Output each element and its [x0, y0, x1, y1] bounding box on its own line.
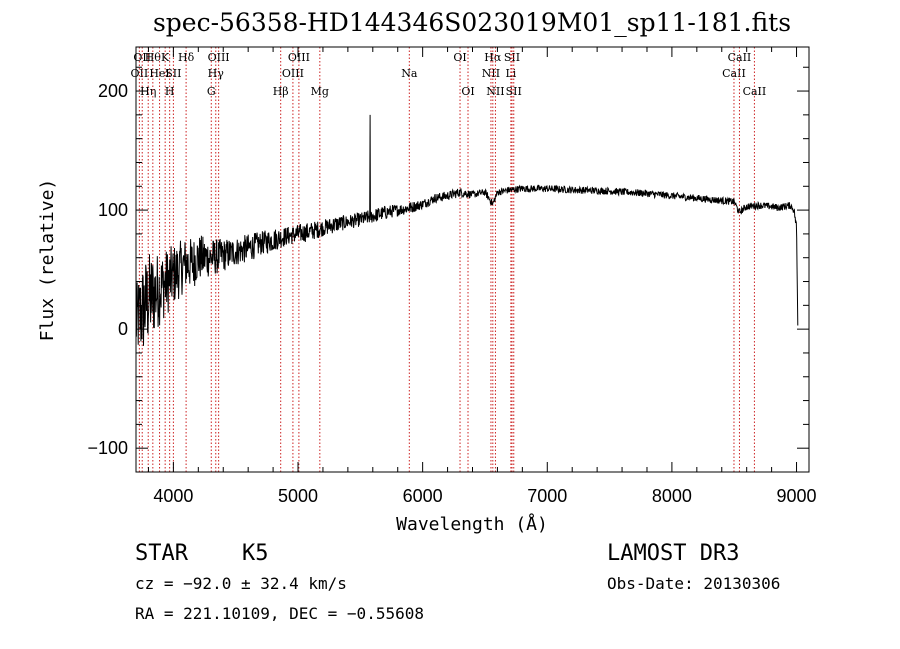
line-marker-label: NII — [486, 85, 504, 98]
line-marker-label: Hθ — [145, 51, 162, 64]
redshift-text: cz = −92.0 ± 32.4 km/s — [135, 574, 347, 593]
line-marker-label: Hη — [140, 85, 156, 98]
y-tick-label: 200 — [98, 81, 128, 101]
y-tick-label: 100 — [98, 200, 128, 220]
x-tick-label: 8000 — [652, 486, 692, 506]
line-marker-label: Hγ — [208, 67, 225, 80]
y-axis: −100 0 100 200 — [87, 66, 809, 458]
x-tick-label: 9000 — [777, 486, 817, 506]
obs-date: Obs-Date: 20130306 — [607, 574, 780, 593]
line-marker-label: Hα — [484, 51, 502, 64]
line-marker-label: OIII — [282, 67, 304, 80]
line-marker-label: K — [161, 51, 170, 64]
line-marker-label: SII — [504, 51, 520, 64]
line-marker-label: Hβ — [273, 85, 289, 98]
spectrum-line — [135, 114, 799, 346]
x-tick-label: 7000 — [527, 486, 567, 506]
line-marker-label: Mg — [311, 85, 329, 98]
line-markers: OII OII Hη Hθ HeI K H SII Hδ G Hγ OIII Hβ OIII OIII Mg N… — [131, 47, 767, 472]
survey-name: LAMOST DR3 — [607, 541, 739, 566]
x-tick-label: 6000 — [403, 486, 443, 506]
x-tick-label: 4000 — [153, 486, 193, 506]
line-marker-label: OII — [133, 51, 151, 64]
x-axis-label: Wavelength (Å) — [396, 513, 548, 535]
line-marker-label: HeI — [149, 67, 169, 80]
y-tick-label: −100 — [87, 438, 128, 458]
line-marker-label: Hδ — [178, 51, 195, 64]
line-marker-label: OII — [131, 67, 149, 80]
chart-title: spec-56358-HD144346S023019M01_sp11-181.f… — [153, 8, 791, 37]
y-axis-label: Flux (relative) — [37, 179, 58, 342]
coordinates: RA = 221.10109, DEC = −0.55608 — [135, 604, 424, 623]
line-marker-label: H — [165, 85, 175, 98]
object-class: STAR — [135, 541, 189, 566]
line-marker-label: G — [207, 85, 216, 98]
x-tick-label: 5000 — [278, 486, 318, 506]
line-marker-label: Li — [505, 67, 516, 80]
plot-frame — [135, 46, 810, 473]
line-marker-label: SII — [506, 85, 522, 98]
line-marker-label: OI — [453, 51, 466, 64]
y-tick-label: 0 — [118, 319, 128, 339]
line-marker-label: CaII — [728, 51, 752, 64]
line-marker-label: OIII — [288, 51, 310, 64]
line-marker-label: NII — [482, 67, 500, 80]
line-marker-label: Na — [401, 67, 418, 80]
spectrum-layer — [135, 114, 799, 346]
line-marker-label: OI — [461, 85, 474, 98]
object-subclass: K5 — [242, 541, 269, 566]
line-marker-label: CaII — [722, 67, 746, 80]
x-axis: 4000 5000 6000 7000 8000 9000 — [147, 47, 817, 506]
line-marker-label: OIII — [208, 51, 230, 64]
line-marker-label: SII — [165, 67, 181, 80]
line-marker-label: CaII — [743, 85, 767, 98]
